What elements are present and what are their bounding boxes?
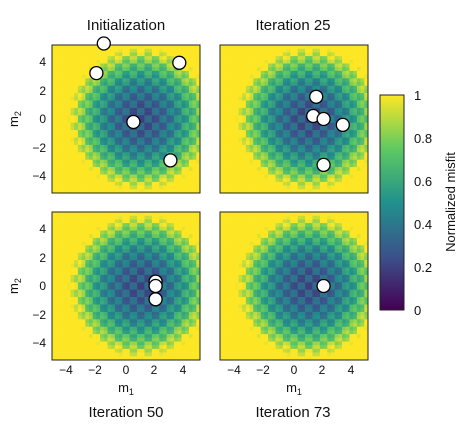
x-tick-label: 4 xyxy=(180,363,187,377)
x-tick-label: −2 xyxy=(256,363,270,377)
heatmap-grid xyxy=(52,212,201,361)
colorbar-tick-label: 0.8 xyxy=(414,131,432,146)
x-tick-label: 0 xyxy=(291,363,298,377)
plot-frame xyxy=(219,211,369,361)
colorbar-tick-label: 0.2 xyxy=(414,260,432,275)
panel-title-1: Initialization xyxy=(87,17,165,34)
x-tick-label: −2 xyxy=(88,363,102,377)
points-layer xyxy=(306,89,350,173)
data-point xyxy=(96,36,111,51)
data-point xyxy=(163,153,178,168)
heatmap-grid xyxy=(220,212,369,361)
data-point xyxy=(126,114,141,130)
panel-initialization xyxy=(51,36,201,194)
data-point xyxy=(172,55,187,70)
colorbar-tick-label: 1 xyxy=(414,88,421,103)
y-tick-label: −4 xyxy=(32,169,46,183)
y-tick-label: −2 xyxy=(32,308,46,322)
x-ticks-bottom-left: −4 −2 0 2 4 xyxy=(59,363,187,377)
colorbar-tick-label: 0.6 xyxy=(414,174,432,189)
x-tick-label: 2 xyxy=(151,363,158,377)
y-tick-label: 2 xyxy=(39,84,46,98)
data-point xyxy=(148,278,163,294)
colorbar-ticks: 0 0.2 0.4 0.6 0.8 1 xyxy=(414,88,432,318)
data-point xyxy=(316,111,331,127)
colorbar-label: Normalized misfit xyxy=(443,152,458,252)
y-tick-label: −2 xyxy=(32,141,46,155)
panel-title-4: Iteration 73 xyxy=(255,404,330,421)
x-tick-label: 0 xyxy=(123,363,130,377)
y-tick-label: 0 xyxy=(39,279,46,293)
colorbar-gradient xyxy=(379,94,405,311)
y-ticks-bottom-left: 4 2 0 −2 −4 xyxy=(32,222,46,350)
heatmap-grid xyxy=(52,45,201,194)
plot-frame xyxy=(219,44,369,194)
x-axis-label-left: m1 xyxy=(118,380,134,397)
x-tick-label: 4 xyxy=(348,363,355,377)
y-axis-label-top: m2 xyxy=(6,111,23,127)
data-point xyxy=(316,157,331,173)
colorbar: 0 0.2 0.4 0.6 0.8 1 Normalized misfit xyxy=(379,88,458,318)
panel-iteration-50 xyxy=(51,211,201,361)
y-axis-label-bottom: m2 xyxy=(6,278,23,294)
points-layer xyxy=(316,278,331,294)
x-tick-label: −4 xyxy=(59,363,73,377)
x-tick-label: 2 xyxy=(319,363,326,377)
x-ticks-bottom-right: −4 −2 0 2 4 xyxy=(227,363,355,377)
y-tick-label: −4 xyxy=(32,336,46,350)
colorbar-tick-label: 0.4 xyxy=(414,217,432,232)
points-layer xyxy=(89,36,187,168)
data-point xyxy=(309,89,324,104)
plot-frame xyxy=(51,211,201,361)
panel-title-3: Iteration 50 xyxy=(88,404,163,421)
data-point xyxy=(335,117,350,133)
x-axis-label-right: m1 xyxy=(286,380,302,397)
colorbar-tick-label: 0 xyxy=(414,303,421,318)
plot-frame xyxy=(51,44,201,194)
y-tick-label: 4 xyxy=(39,222,46,236)
points-layer xyxy=(148,274,163,307)
y-tick-label: 2 xyxy=(39,251,46,265)
y-tick-label: 4 xyxy=(39,55,46,69)
data-point xyxy=(316,278,331,294)
y-ticks-top-left: 4 2 0 −2 −4 xyxy=(32,55,46,183)
panel-title-2: Iteration 25 xyxy=(255,17,330,34)
heatmap-grid xyxy=(220,45,369,194)
panel-iteration-25 xyxy=(219,44,369,194)
data-point xyxy=(89,65,104,81)
panel-iteration-73 xyxy=(219,211,369,361)
data-point xyxy=(148,292,163,307)
y-tick-label: 0 xyxy=(39,112,46,126)
x-tick-label: −4 xyxy=(227,363,241,377)
